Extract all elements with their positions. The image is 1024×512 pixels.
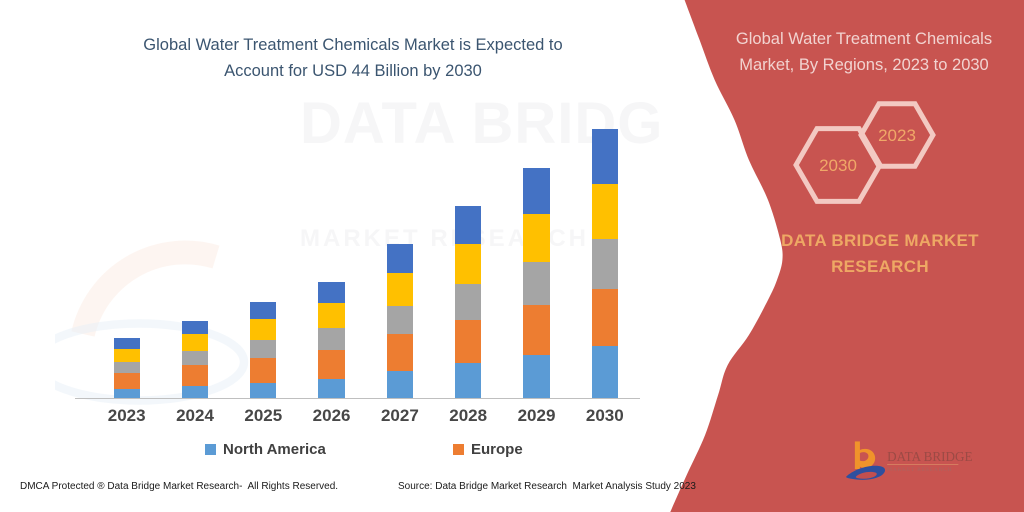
svg-text:DATA BRIDGE: DATA BRIDGE	[887, 449, 972, 464]
svg-text:MARKET RESEARCH: MARKET RESEARCH	[887, 467, 952, 473]
